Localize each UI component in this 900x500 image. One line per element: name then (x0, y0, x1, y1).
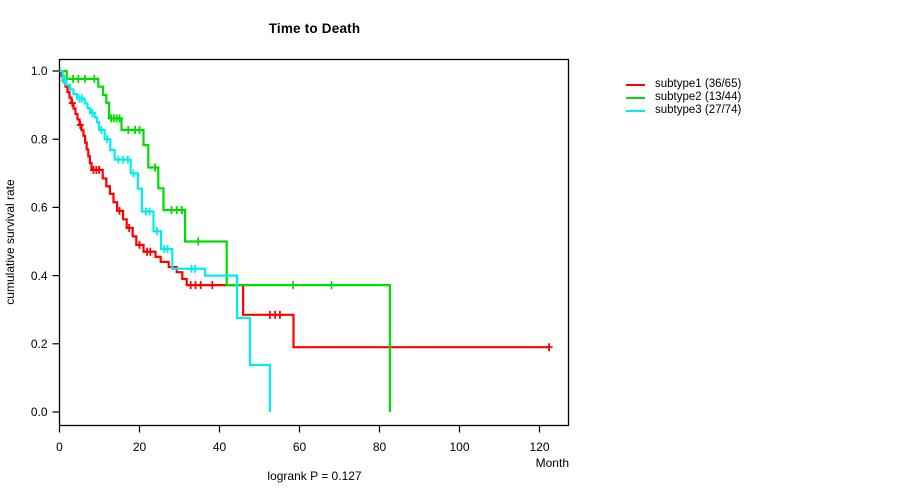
svg-text:0: 0 (56, 440, 63, 454)
svg-text:20: 20 (133, 440, 147, 454)
legend-label-subtype2: subtype2 (13/44) (655, 91, 742, 103)
legend-label-subtype1: subtype1 (36/65) (655, 78, 742, 90)
legend-line-subtype2 (626, 96, 645, 99)
svg-text:60: 60 (293, 440, 307, 454)
x-axis-title: Month (535, 456, 569, 470)
svg-text:0.0: 0.0 (31, 405, 48, 419)
legend-item-subtype3: subtype3 (27/74) (626, 104, 741, 117)
svg-text:100: 100 (449, 440, 469, 454)
logrank-pvalue-text: logrank P = 0.127 (267, 469, 362, 483)
legend-item-subtype1: subtype1 (36/65) (626, 78, 741, 91)
legend-line-subtype1 (626, 83, 645, 86)
legend-item-subtype2: subtype2 (13/44) (626, 91, 741, 104)
svg-text:0.4: 0.4 (31, 269, 48, 283)
y-axis-title: cumulative survival rate (3, 179, 17, 305)
legend: subtype1 (36/65) subtype2 (13/44) subtyp… (626, 78, 741, 117)
legend-line-subtype3 (626, 109, 645, 112)
svg-text:40: 40 (213, 440, 227, 454)
legend-label-subtype3: subtype3 (27/74) (655, 104, 742, 116)
svg-text:0.2: 0.2 (31, 337, 48, 351)
svg-text:0.6: 0.6 (31, 201, 48, 215)
chart-title: Time to Death (268, 21, 361, 36)
svg-text:120: 120 (529, 440, 549, 454)
svg-text:1.0: 1.0 (31, 64, 48, 78)
svg-text:0.8: 0.8 (31, 132, 48, 146)
svg-text:80: 80 (373, 440, 387, 454)
